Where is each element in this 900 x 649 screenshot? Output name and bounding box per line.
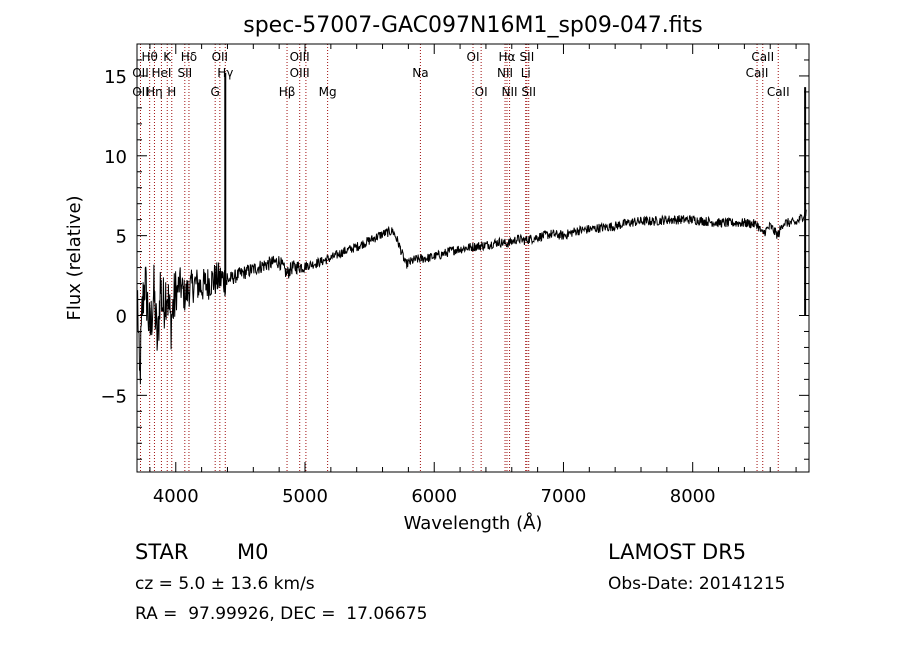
line-label: OI <box>467 50 480 64</box>
emission-line-labels: HθKHδOIIOIIIOIHαSIICaIIOIIHeISIIHγOIIINI… <box>132 50 789 99</box>
observation-date: Obs-Date: 20141215 <box>608 574 786 594</box>
line-label: Hδ <box>181 50 197 64</box>
line-label: HeI <box>151 66 171 80</box>
x-tick-label: 4000 <box>153 486 199 507</box>
line-label: CaII <box>746 66 769 80</box>
line-label: SII <box>521 85 536 99</box>
line-label: OIII <box>290 50 310 64</box>
line-label: OIII <box>290 66 310 80</box>
line-label: CaII <box>767 85 790 99</box>
y-tick-label: 10 <box>104 147 127 168</box>
line-label: SII <box>177 66 192 80</box>
x-axis-label: Wavelength (Å) <box>404 512 543 534</box>
line-label: OII <box>132 66 149 80</box>
x-tick-label: 5000 <box>282 486 328 507</box>
line-label: Na <box>412 66 428 80</box>
line-label: Mg <box>319 85 337 99</box>
x-tick-label: 6000 <box>411 486 457 507</box>
y-tick-label: 0 <box>116 306 127 327</box>
coordinates: RA = 97.99926, DEC = 17.06675 <box>135 604 428 624</box>
line-label: Hθ <box>141 50 157 64</box>
object-class: STAR <box>135 540 189 564</box>
line-label: H <box>167 85 176 99</box>
y-tick-label: 15 <box>104 67 127 88</box>
spectrum-series-line <box>137 209 807 385</box>
line-label: NII <box>497 66 513 80</box>
line-label: Hα <box>499 50 516 64</box>
x-axis: 4000 5000 6000 7000 8000 <box>149 44 797 507</box>
object-subclass: M0 <box>237 540 269 564</box>
plot-frame <box>136 43 810 473</box>
line-label: K <box>163 50 172 64</box>
line-label: NII <box>502 85 518 99</box>
x-tick-label: 8000 <box>670 486 716 507</box>
x-tick-label: 7000 <box>541 486 587 507</box>
line-label: G <box>211 85 220 99</box>
line-label: CaII <box>751 50 774 64</box>
line-label: OI <box>475 85 488 99</box>
line-label: Li <box>521 66 531 80</box>
emission-line-markers <box>139 44 779 472</box>
y-axis-label: Flux (relative) <box>64 195 85 320</box>
survey-name: LAMOST DR5 <box>608 540 747 564</box>
line-label: SII <box>520 50 535 64</box>
redshift-cz: cz = 5.0 ± 13.6 km/s <box>135 574 315 594</box>
line-label: Hβ <box>279 85 296 99</box>
y-axis: −5 0 5 10 15 <box>100 59 809 460</box>
line-label: OII <box>212 50 229 64</box>
chart-title: spec-57007-GAC097N16M1_sp09-047.fits <box>243 13 703 38</box>
line-label: Hη <box>146 85 163 99</box>
y-tick-label: −5 <box>100 386 127 407</box>
y-tick-label: 5 <box>116 227 127 248</box>
